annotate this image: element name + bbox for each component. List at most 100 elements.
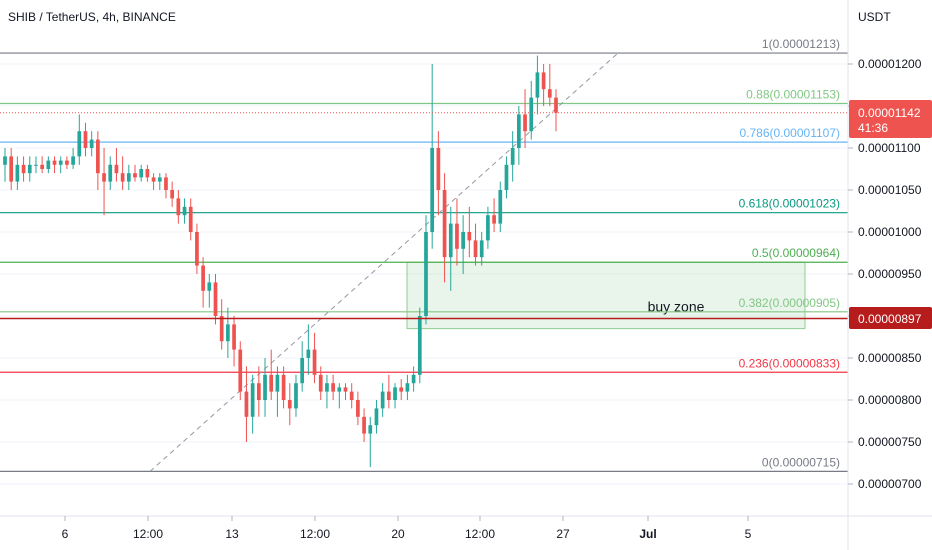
- time-tick-label: Jul: [639, 527, 656, 541]
- price-tick-label: 0.00001100: [858, 141, 921, 155]
- candle-body: [448, 223, 453, 258]
- candle-body: [294, 383, 298, 409]
- candle-body: [238, 349, 243, 392]
- candle-body: [325, 383, 329, 392]
- currency-label: USDT: [858, 10, 891, 24]
- candle-body: [442, 190, 447, 258]
- candle-body: [263, 374, 267, 400]
- candle-body: [58, 160, 63, 165]
- candle-body: [9, 156, 14, 182]
- candle-body: [312, 349, 317, 375]
- candle-body: [287, 400, 292, 409]
- candle-body: [3, 156, 7, 165]
- candle-body: [411, 374, 416, 384]
- candle-body: [523, 114, 527, 132]
- candle-body: [65, 160, 69, 165]
- candle-body: [479, 240, 484, 258]
- candle-body: [405, 383, 410, 392]
- candle-body: [281, 374, 286, 400]
- time-tick-label: 12:00: [465, 527, 495, 541]
- candle-body: [275, 374, 280, 392]
- candle-body: [226, 324, 230, 342]
- candle-body: [83, 131, 88, 148]
- fib-label: 0.236(0.00000833): [739, 356, 840, 370]
- candle-body: [393, 387, 397, 400]
- buy-zone-label: buy zone: [648, 299, 705, 315]
- candle-body: [52, 160, 57, 165]
- candle-body: [120, 173, 125, 182]
- candle-body: [498, 190, 503, 224]
- candle-body: [133, 173, 137, 178]
- candle-body: [510, 148, 515, 165]
- fib-label: 0.88(0.00001153): [746, 87, 840, 101]
- fib-label: 0.618(0.00001023): [739, 197, 840, 211]
- fib-label: 0.382(0.00000905): [739, 296, 840, 310]
- candle-body: [46, 160, 51, 169]
- candle-body: [306, 349, 311, 358]
- time-tick-label: 5: [745, 527, 752, 541]
- candle-body: [337, 387, 342, 392]
- candle-body: [368, 425, 373, 434]
- fib-label: 0.5(0.00000964): [752, 246, 840, 260]
- time-tick-label: 27: [556, 527, 570, 541]
- candle-body: [492, 215, 496, 224]
- grid: [0, 63, 848, 485]
- candle-body: [207, 282, 212, 291]
- candle-body: [516, 114, 521, 148]
- candle-body: [40, 164, 45, 169]
- candle-body: [300, 358, 305, 384]
- candle-body: [256, 383, 261, 400]
- candle-body: [356, 400, 360, 417]
- candle-body: [213, 282, 218, 316]
- price-tick-label: 0.00000750: [858, 435, 922, 449]
- candle-body: [535, 72, 540, 98]
- candle-body: [15, 164, 20, 182]
- marked-price-value: 0.00000897: [858, 312, 922, 326]
- candle-body: [21, 164, 26, 174]
- candle-body: [554, 97, 558, 113]
- candle-body: [102, 173, 106, 182]
- candle-body: [436, 148, 441, 190]
- buy-zone-box[interactable]: [406, 261, 806, 330]
- candle-body: [399, 387, 404, 392]
- buy-zone-layer: buy zone: [406, 261, 806, 330]
- time-tick-label: 20: [391, 527, 405, 541]
- candle-body: [96, 139, 100, 174]
- time-tick-label: 12:00: [300, 527, 330, 541]
- candle-body: [417, 316, 422, 375]
- candle-body: [157, 177, 162, 182]
- candle-body: [343, 387, 348, 392]
- price-tick-label: 0.00001200: [858, 57, 922, 71]
- price-tick-label: 0.00000850: [858, 351, 922, 365]
- candle-body: [201, 265, 205, 291]
- candle-body: [176, 198, 181, 216]
- candle-body: [541, 72, 546, 90]
- candle-body: [362, 416, 366, 434]
- price-tick-label: 0.00001000: [858, 225, 922, 239]
- candle-body: [151, 177, 156, 182]
- bar-countdown: 41:36: [858, 121, 888, 135]
- time-axis[interactable]: 6 12:00 13 12:00 20 12:00 27 Jul 5: [62, 516, 752, 541]
- candle-body: [164, 177, 168, 190]
- fib-label: 0(0.00000715): [762, 455, 840, 469]
- candle-body: [318, 374, 323, 392]
- candle-body: [529, 97, 534, 132]
- candle-body: [182, 206, 187, 216]
- price-tick-label: 0.00000950: [858, 267, 922, 281]
- trend-line[interactable]: [149, 52, 619, 472]
- candle-body: [467, 232, 472, 241]
- candle-body: [145, 169, 150, 178]
- candle-body: [380, 391, 385, 409]
- fib-label: 0.786(0.00001107): [739, 126, 840, 140]
- candle-body: [269, 374, 274, 392]
- candle-body: [71, 156, 75, 165]
- price-tick-label: 0.00000800: [858, 393, 922, 407]
- candle-body: [219, 316, 224, 342]
- candle-body: [455, 223, 459, 249]
- candle-body: [170, 190, 175, 199]
- current-price-value: 0.00001142: [858, 106, 921, 120]
- candle-body: [27, 164, 32, 174]
- candle-body: [331, 383, 335, 392]
